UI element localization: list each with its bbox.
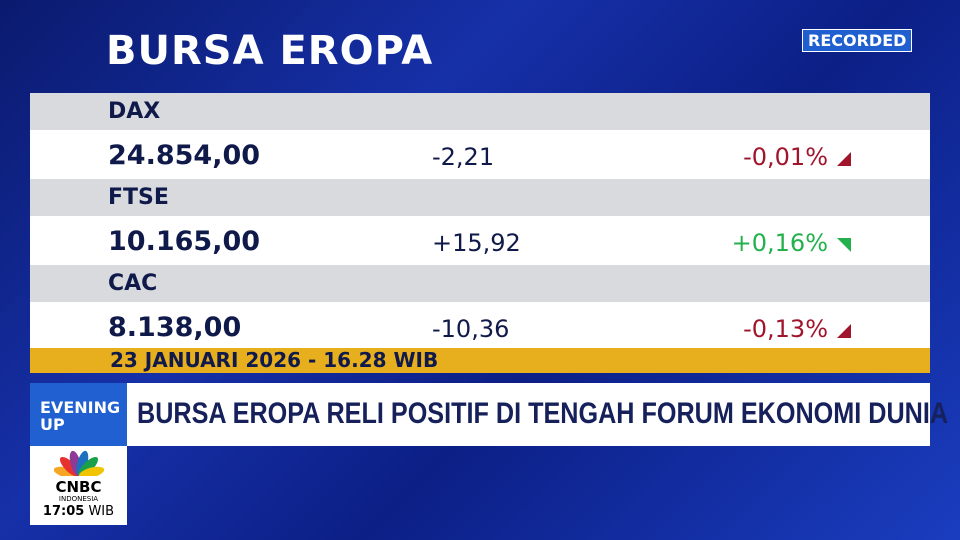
index-value: 24.854,00 bbox=[108, 140, 261, 171]
name-band bbox=[30, 179, 930, 216]
time-zone: WIB bbox=[88, 504, 115, 519]
index-change: -10,36 bbox=[432, 315, 510, 343]
quote-panel: DAX 24.854,00 -2,21 -0,01% FTSE 10.165,00 +15,… bbox=[30, 93, 930, 373]
headline: BURSA EROPA RELI POSITIF DI TENGAH FORUM… bbox=[137, 397, 949, 430]
trend-arrow bbox=[837, 152, 851, 166]
region: INDONESIA bbox=[58, 495, 99, 503]
arrow-shape bbox=[837, 238, 851, 252]
index-change: -2,21 bbox=[432, 143, 495, 171]
peacock-icon bbox=[53, 450, 104, 479]
logo: CNBC INDONESIA 17:05 WIB bbox=[30, 446, 127, 525]
date-bar: 23 JANUARI 2026 - 16.28 WIB bbox=[30, 348, 930, 373]
arrow-shape bbox=[837, 152, 851, 166]
index-percent: +0,16% bbox=[731, 229, 828, 257]
index-name: CAC bbox=[108, 271, 158, 296]
program-label: EVENING UP bbox=[30, 383, 127, 446]
index-value: 10.165,00 bbox=[108, 226, 261, 257]
index-percent: -0,13% bbox=[743, 315, 828, 343]
brand: CNBC bbox=[55, 478, 102, 496]
index-percent: -0,01% bbox=[743, 143, 828, 171]
index-name: DAX bbox=[108, 99, 161, 124]
name-band bbox=[30, 265, 930, 302]
name-band bbox=[30, 93, 930, 130]
trend-arrow bbox=[837, 238, 851, 252]
trend-arrow bbox=[837, 324, 851, 338]
date: 23 JANUARI 2026 - 16.28 WIB bbox=[110, 348, 439, 372]
clock: 17:05 bbox=[42, 504, 85, 519]
index-change: +15,92 bbox=[432, 229, 521, 257]
index-value: 8.138,00 bbox=[108, 312, 242, 343]
index-name: FTSE bbox=[108, 185, 169, 210]
title: BURSA EROPA bbox=[106, 28, 434, 74]
recorded-badge: RECORDED bbox=[802, 29, 913, 52]
arrow-shape bbox=[837, 324, 851, 338]
headline-bar: BURSA EROPA RELI POSITIF DI TENGAH FORUM… bbox=[127, 383, 948, 446]
